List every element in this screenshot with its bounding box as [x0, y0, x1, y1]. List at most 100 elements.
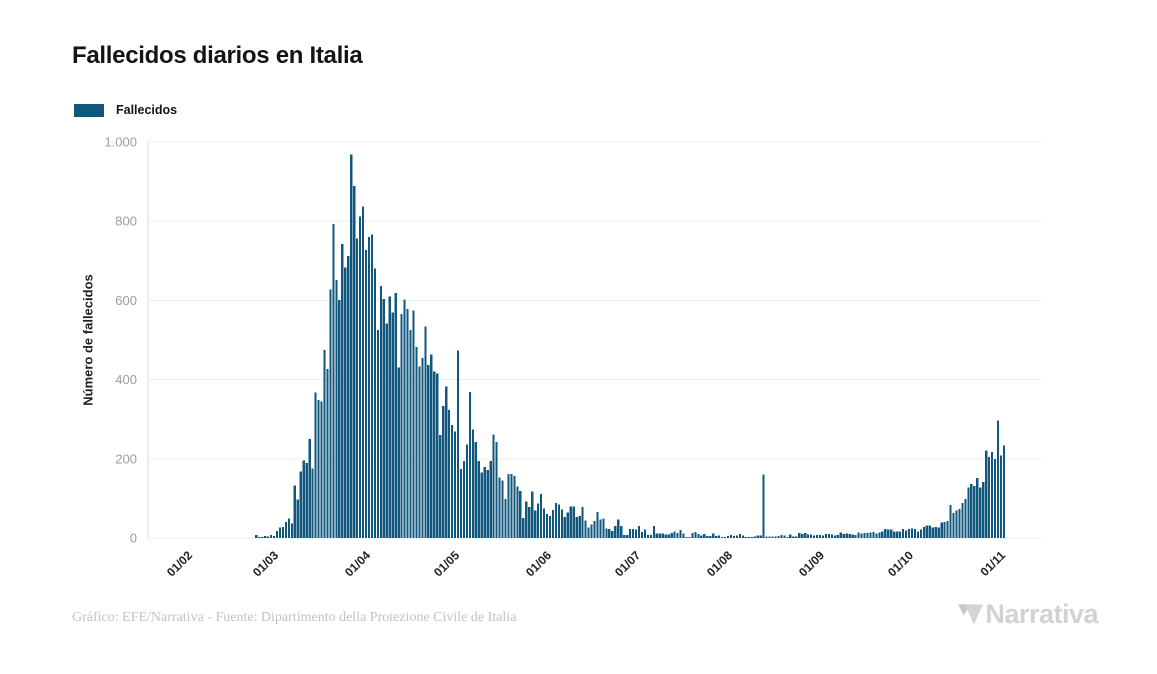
bar[interactable] — [872, 532, 875, 538]
bar[interactable] — [768, 536, 771, 538]
bar[interactable] — [985, 450, 988, 538]
bar[interactable] — [290, 523, 293, 538]
bar[interactable] — [839, 532, 842, 538]
bar[interactable] — [715, 536, 718, 538]
bar[interactable] — [860, 533, 863, 538]
bar[interactable] — [566, 512, 569, 538]
bar[interactable] — [640, 532, 644, 538]
bar[interactable] — [501, 480, 504, 538]
bar[interactable] — [338, 300, 341, 538]
bar[interactable] — [272, 536, 276, 538]
bar[interactable] — [424, 326, 427, 538]
bar[interactable] — [489, 460, 492, 538]
bar[interactable] — [480, 472, 483, 538]
bar[interactable] — [540, 494, 543, 538]
bar[interactable] — [925, 525, 928, 538]
bar[interactable] — [421, 358, 424, 538]
bar[interactable] — [830, 534, 833, 538]
bar[interactable] — [436, 373, 439, 538]
bar[interactable] — [896, 531, 899, 538]
bar[interactable] — [462, 460, 466, 538]
bar[interactable] — [738, 534, 741, 538]
bar[interactable] — [459, 469, 463, 538]
bar[interactable] — [551, 509, 555, 538]
bar[interactable] — [317, 399, 320, 538]
bar[interactable] — [991, 452, 994, 538]
bar[interactable] — [712, 533, 715, 538]
bar[interactable] — [584, 520, 587, 538]
bar[interactable] — [999, 455, 1003, 538]
bar[interactable] — [664, 534, 667, 538]
bar[interactable] — [528, 507, 531, 538]
bar[interactable] — [845, 533, 848, 538]
bar[interactable] — [735, 535, 739, 538]
bar[interactable] — [821, 535, 825, 538]
bar[interactable] — [967, 487, 970, 538]
bar[interactable] — [448, 410, 451, 538]
bar[interactable] — [537, 503, 540, 538]
bar[interactable] — [988, 456, 991, 538]
bar[interactable] — [940, 522, 943, 538]
bar[interactable] — [332, 223, 335, 538]
bar[interactable] — [593, 520, 596, 538]
bar[interactable] — [587, 527, 590, 538]
bar[interactable] — [913, 528, 917, 538]
bar[interactable] — [364, 250, 368, 539]
bar[interactable] — [563, 517, 566, 538]
bar[interactable] — [468, 391, 471, 538]
bar[interactable] — [255, 535, 258, 538]
bar[interactable] — [361, 206, 365, 539]
bar[interactable] — [958, 509, 961, 538]
bar[interactable] — [842, 534, 845, 538]
bar[interactable] — [320, 401, 323, 538]
bar[interactable] — [694, 532, 697, 538]
bar[interactable] — [952, 513, 955, 538]
bar[interactable] — [507, 473, 510, 538]
bar[interactable] — [869, 532, 872, 538]
bar[interactable] — [623, 534, 626, 538]
bar[interactable] — [269, 534, 273, 538]
bar[interactable] — [937, 527, 940, 538]
bar[interactable] — [531, 491, 534, 538]
bar[interactable] — [946, 520, 949, 538]
bar[interactable] — [759, 535, 762, 538]
bar[interactable] — [560, 509, 563, 538]
bar[interactable] — [453, 431, 457, 538]
bar[interactable] — [703, 534, 706, 538]
bar[interactable] — [391, 312, 394, 538]
bar[interactable] — [575, 517, 578, 538]
bar[interactable] — [456, 350, 460, 538]
bar[interactable] — [777, 536, 780, 538]
bar[interactable] — [569, 506, 572, 538]
bar[interactable] — [626, 534, 629, 538]
bar[interactable] — [878, 532, 881, 538]
bar[interactable] — [492, 434, 495, 538]
bar[interactable] — [278, 527, 282, 538]
bar[interactable] — [373, 268, 377, 538]
bar[interactable] — [510, 474, 513, 538]
bar[interactable] — [341, 243, 344, 538]
bar[interactable] — [700, 535, 703, 538]
bar[interactable] — [347, 256, 350, 538]
bar[interactable] — [590, 524, 593, 538]
bar[interactable] — [599, 519, 602, 538]
bar[interactable] — [305, 463, 308, 538]
bar[interactable] — [474, 441, 477, 538]
bar[interactable] — [477, 461, 480, 538]
bar[interactable] — [504, 498, 507, 538]
bar[interactable] — [1002, 445, 1006, 538]
bar[interactable] — [652, 526, 655, 538]
bar[interactable] — [367, 237, 371, 539]
bar[interactable] — [261, 537, 264, 538]
bar[interactable] — [335, 280, 338, 538]
bar[interactable] — [685, 536, 688, 538]
bar[interactable] — [614, 526, 617, 538]
bar[interactable] — [629, 528, 632, 538]
bar[interactable] — [275, 530, 279, 538]
bar[interactable] — [388, 296, 391, 538]
bar[interactable] — [400, 313, 403, 538]
bar[interactable] — [691, 532, 694, 538]
bar[interactable] — [884, 528, 887, 538]
bar[interactable] — [634, 529, 638, 538]
bar[interactable] — [792, 536, 795, 538]
